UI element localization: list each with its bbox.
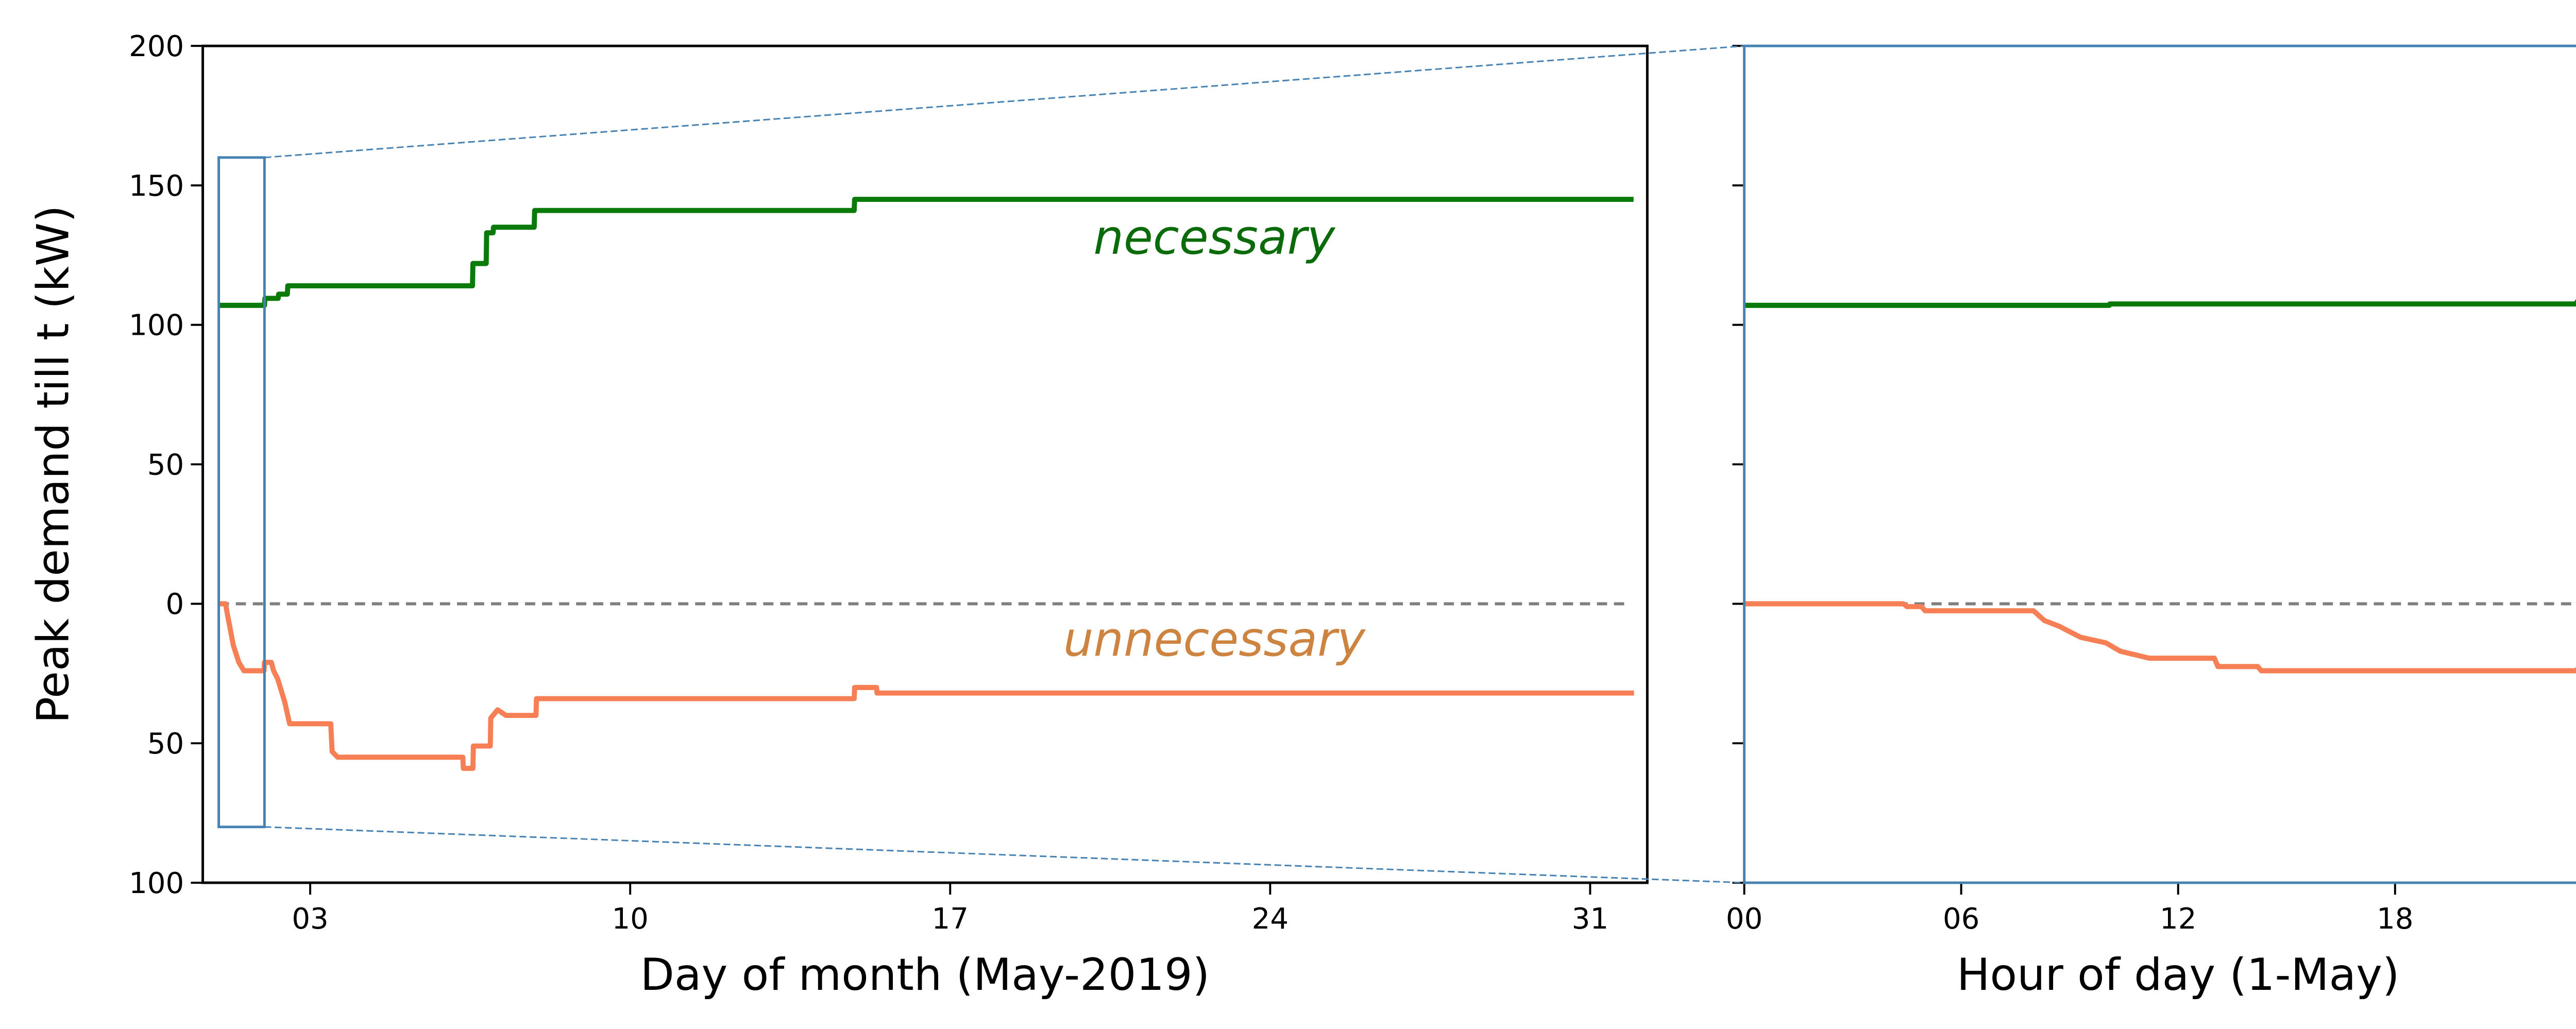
- x-axis-label: Hour of day (1-May): [1957, 949, 2399, 1001]
- x-tick-label: 10: [612, 902, 648, 936]
- series-label: unnecessary: [1063, 611, 1366, 667]
- y-tick-label: 200: [129, 30, 184, 63]
- y-tick-label: 50: [147, 448, 184, 482]
- axes-frame: [1743, 44, 2576, 884]
- axes-frame: [201, 44, 1649, 884]
- x-tick-label: 06: [1943, 902, 1979, 936]
- series-line: [1744, 601, 2576, 674]
- series-line: [218, 197, 1634, 308]
- x-tick-label: 24: [1252, 902, 1289, 936]
- y-tick-label: 50: [147, 727, 184, 761]
- series-label: necessary: [1093, 210, 1335, 265]
- series-line: [218, 601, 1634, 771]
- x-tick-label: 03: [292, 902, 328, 936]
- y-axis-label: Peak demand till t (kW): [28, 205, 79, 724]
- x-tick-label: 12: [2160, 902, 2196, 936]
- zoom-connector: [264, 826, 1744, 884]
- y-tick-label: 150: [129, 169, 184, 203]
- y-tick-label: 100: [129, 867, 184, 900]
- zoom-box: [217, 156, 266, 829]
- y-tick-label: 0: [166, 588, 184, 621]
- zoom-connector: [264, 45, 1744, 159]
- x-tick-label: 18: [2377, 902, 2413, 936]
- x-tick-label: 17: [932, 902, 969, 936]
- series-line: [1744, 299, 2576, 308]
- x-tick-label: 31: [1572, 902, 1608, 936]
- x-tick-label: 00: [1726, 902, 1762, 936]
- x-axis-label: Day of month (May-2019): [640, 949, 1210, 1001]
- y-tick-label: 100: [129, 309, 184, 342]
